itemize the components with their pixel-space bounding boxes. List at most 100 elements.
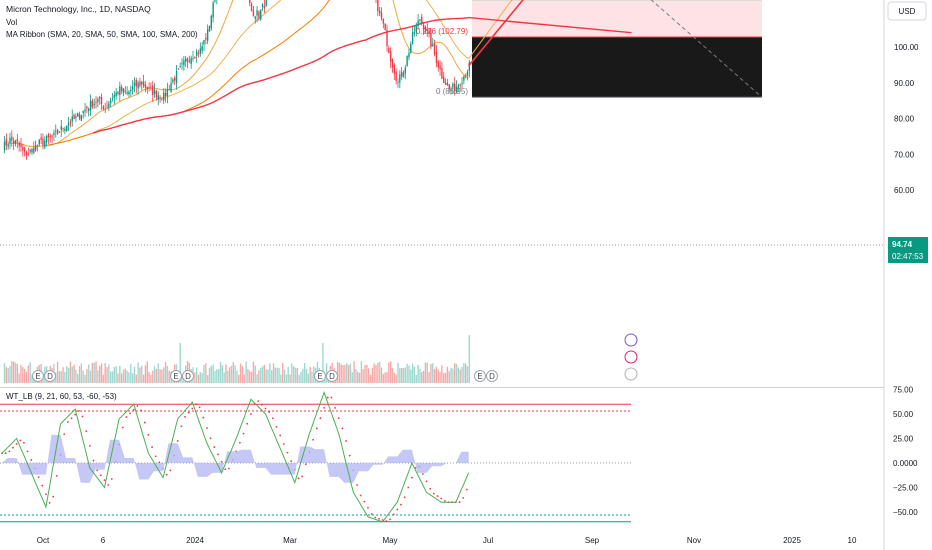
osc-slow-dot — [345, 440, 347, 442]
osc-slow-dot — [202, 416, 205, 419]
volume-bar — [133, 366, 136, 383]
candle — [45, 136, 48, 143]
event-marker-label: E — [35, 372, 40, 381]
volume-bar — [11, 361, 13, 383]
candle — [380, 12, 383, 19]
volume-bar — [135, 374, 137, 383]
volume-bar — [100, 363, 103, 383]
candle — [443, 76, 445, 83]
volume-bar — [287, 366, 289, 383]
time-tick: Mar — [283, 536, 297, 545]
candle — [170, 83, 172, 93]
volume-bar — [131, 373, 134, 383]
osc-tick: 25.00 — [893, 435, 914, 444]
candle — [210, 15, 213, 29]
wavetrend-oscillator — [0, 390, 631, 523]
osc-slow-dot — [239, 441, 241, 444]
candle — [153, 89, 156, 94]
volume-bar — [120, 373, 123, 383]
volume-bar — [111, 371, 114, 383]
volume-bar — [71, 366, 73, 383]
volume-bar — [347, 365, 350, 383]
trend-line[interactable] — [468, 0, 593, 67]
currency-button[interactable] — [887, 1, 927, 21]
volume-bar — [75, 369, 77, 383]
volume-bar — [223, 372, 225, 383]
candle — [71, 116, 73, 122]
volume-bar — [241, 366, 244, 383]
osc-slow-dot — [107, 484, 110, 486]
candle — [185, 58, 187, 62]
plus-icon[interactable] — [624, 333, 638, 347]
volume-bar — [23, 368, 26, 383]
event-marker[interactable]: E — [170, 370, 182, 382]
volume-bar — [371, 367, 374, 383]
candle — [417, 20, 419, 27]
volume-bar — [82, 370, 84, 383]
grid-lines — [0, 0, 885, 550]
volume-bar — [18, 373, 20, 383]
osc-slow-dot — [271, 417, 274, 420]
event-marker[interactable]: D — [326, 370, 338, 382]
fibonacci-retracement[interactable] — [472, 0, 763, 98]
volume-bar — [102, 374, 105, 383]
volume-bar — [227, 370, 229, 383]
candle — [157, 95, 159, 100]
oscillator-legend[interactable]: WT_LB (9, 21, 60, 53, -60, -53) — [6, 392, 117, 401]
candle — [177, 68, 180, 70]
volume-bar — [322, 343, 324, 383]
volume-bar — [239, 363, 242, 383]
volume-bar — [338, 363, 341, 383]
volume-bar — [256, 374, 258, 383]
volume-bar — [463, 362, 465, 383]
flash-icon-circle — [624, 350, 638, 364]
ma-ribbon-legend[interactable]: MA Ribbon (SMA, 20, SMA, 50, SMA, 100, S… — [6, 30, 198, 39]
volume-bar — [119, 365, 121, 383]
volume-bar — [468, 335, 471, 383]
event-marker[interactable]: D — [486, 370, 498, 382]
volume-bar — [148, 371, 150, 383]
candle — [450, 89, 452, 91]
volume-bar — [349, 363, 352, 383]
candle — [466, 71, 469, 76]
volume-bar — [404, 367, 406, 383]
vol-legend[interactable]: Vol — [6, 18, 17, 27]
event-marker-circle — [314, 370, 326, 382]
candle — [5, 139, 8, 146]
osc-slow-dot — [385, 520, 388, 523]
candle — [159, 97, 161, 99]
event-marker[interactable]: E — [32, 370, 44, 382]
candle — [75, 116, 77, 119]
volume-bar — [437, 369, 439, 383]
fib-label: 0.236 (102.79) — [416, 27, 468, 36]
osc-slow-dot — [136, 405, 139, 407]
event-marker[interactable]: E — [474, 370, 486, 382]
volume-bar — [60, 371, 62, 383]
candle — [395, 71, 397, 81]
volume-bar — [375, 365, 377, 383]
candle — [142, 81, 145, 86]
volume-bar — [201, 373, 203, 383]
volume-bar — [163, 367, 165, 383]
price-tick: 90.00 — [894, 79, 915, 88]
volume-bar — [413, 366, 416, 383]
volume-bar — [89, 370, 92, 383]
osc-slow-dot — [213, 446, 216, 448]
candle — [3, 141, 6, 151]
chart-title[interactable]: Micron Technology, Inc., 1D, NASDAQ — [6, 4, 151, 14]
volume-bar — [73, 364, 75, 383]
candle — [128, 91, 130, 95]
volume-bar — [144, 365, 147, 383]
event-marker[interactable]: D — [182, 370, 194, 382]
event-marker[interactable]: E — [314, 370, 326, 382]
candle — [109, 100, 112, 104]
candle — [95, 101, 97, 103]
flash-icon[interactable] — [624, 350, 638, 364]
osc-slow-dot — [304, 463, 307, 466]
volume-bar — [278, 368, 280, 383]
osc-slow-dot — [312, 438, 314, 441]
event-marker[interactable]: D — [44, 370, 56, 382]
earnings-icon[interactable] — [624, 367, 638, 381]
